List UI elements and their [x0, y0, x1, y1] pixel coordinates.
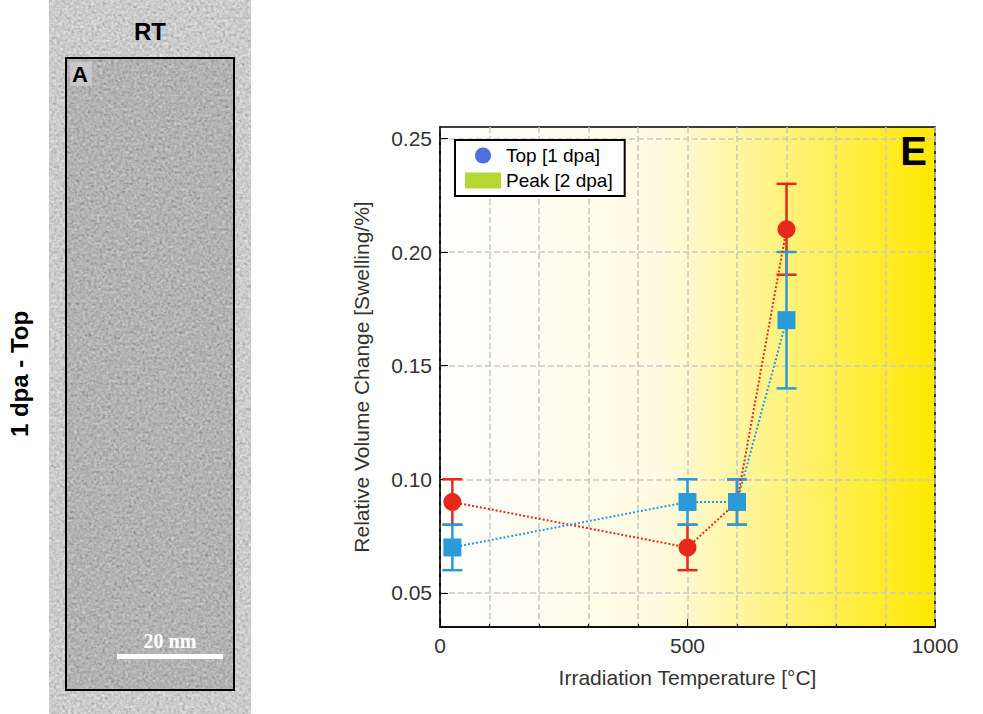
svg-text:0: 0 — [434, 634, 446, 657]
svg-text:0.15: 0.15 — [391, 354, 432, 377]
svg-text:Peak [2 dpa]: Peak [2 dpa] — [506, 170, 613, 191]
svg-text:1 dpa - Top: 1 dpa - Top — [6, 311, 33, 437]
svg-text:20 nm: 20 nm — [144, 630, 197, 652]
svg-text:Relative Volume Change [Swelli: Relative Volume Change [Swelling/%] — [350, 201, 373, 552]
svg-text:RT: RT — [134, 18, 166, 45]
svg-text:0.20: 0.20 — [391, 241, 432, 264]
svg-text:500: 500 — [670, 634, 705, 657]
svg-text:E: E — [900, 129, 927, 173]
svg-text:Irradiation Temperature [°C]: Irradiation Temperature [°C] — [559, 666, 817, 689]
svg-text:0.05: 0.05 — [391, 581, 432, 604]
svg-text:0.25: 0.25 — [391, 127, 432, 150]
svg-text:0.10: 0.10 — [391, 468, 432, 491]
svg-text:A: A — [72, 62, 88, 87]
svg-text:1000: 1000 — [912, 634, 959, 657]
svg-text:Top [1 dpa]: Top [1 dpa] — [506, 145, 600, 166]
